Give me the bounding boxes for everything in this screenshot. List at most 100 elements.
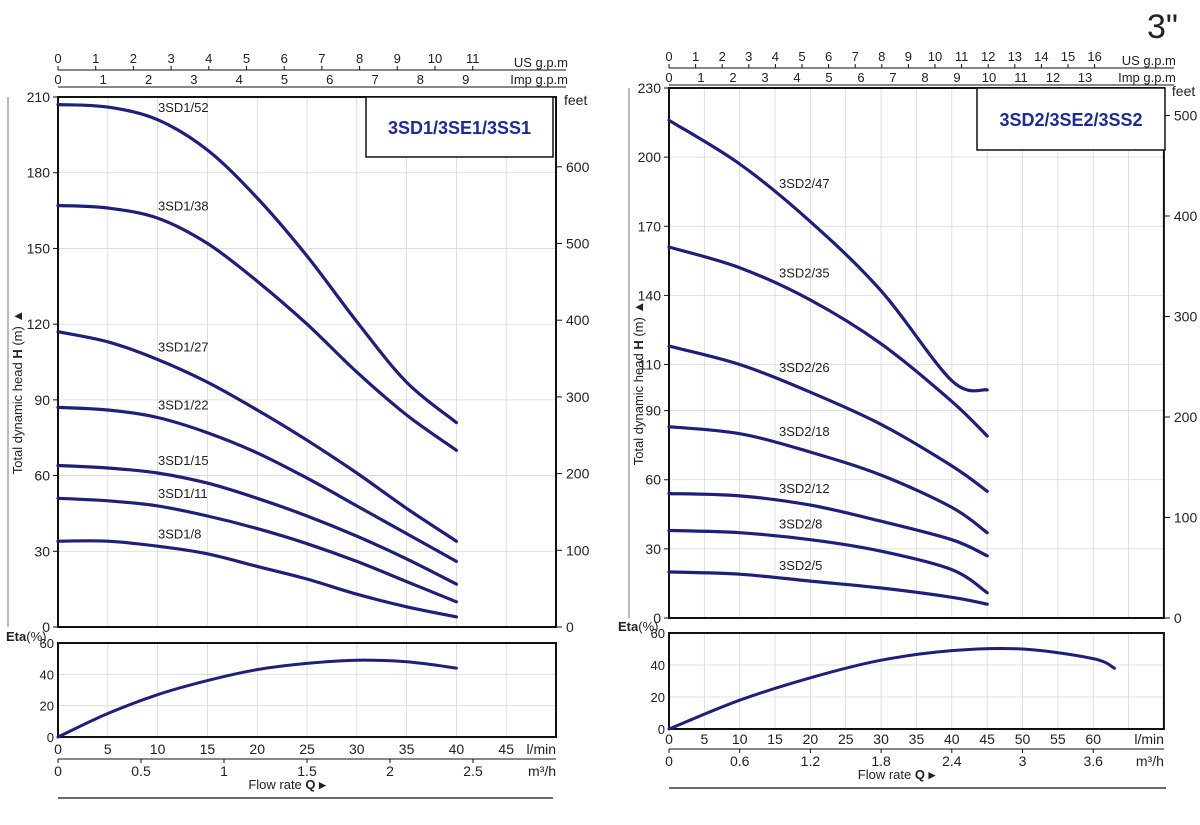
flow-tick-label: 30 — [349, 741, 365, 757]
grid — [57, 96, 557, 738]
flow-axis-title-prefix: Flow rate — [858, 767, 915, 782]
head-plot-frame — [57, 96, 557, 628]
eta-axis-title-unit: (%) — [26, 629, 46, 644]
curve-label: 3SD1/8 — [158, 526, 201, 541]
feet-tick-label: 0 — [1174, 610, 1182, 626]
curve-3SD2-47 — [667, 118, 989, 393]
us-gpm-tick-label: 8 — [878, 49, 885, 64]
head-tick-label: 60 — [34, 468, 50, 484]
us-gpm-tick-label: 4 — [772, 49, 779, 64]
head-tick-label: 140 — [638, 287, 662, 303]
curve-3SD2-26 — [667, 344, 989, 493]
m3h-tick-label: 1 — [220, 763, 228, 779]
flow-tick-label: 50 — [1015, 731, 1031, 747]
head-tick-label: 90 — [34, 392, 50, 408]
m3h-tick-label: 2.4 — [942, 753, 962, 769]
flow-tick-label: 5 — [104, 741, 112, 757]
imp-gpm-axis-label: Imp g.p.m — [510, 72, 568, 87]
feet-tick-label: 500 — [1174, 108, 1198, 124]
imp-gpm-tick-label: 2 — [145, 72, 152, 87]
flow-tick-label: 10 — [150, 741, 166, 757]
eta-tick-label: 40 — [651, 658, 665, 673]
us-gpm-axis-label: US g.p.m — [1122, 53, 1176, 68]
imp-gpm-tick-label: 3 — [190, 72, 197, 87]
head-tick-label: 180 — [27, 165, 51, 181]
us-gpm-tick-label: 6 — [825, 49, 832, 64]
flow-tick-label: 25 — [299, 741, 315, 757]
curve-3SD1-22 — [56, 405, 458, 563]
imp-gpm-axis-label: Imp g.p.m — [1118, 70, 1176, 85]
head-tick-label: 30 — [34, 543, 50, 559]
flow-tick-label: 20 — [803, 731, 819, 747]
head-tick-label: 120 — [27, 316, 51, 332]
flow-tick-label: 15 — [767, 731, 783, 747]
us-gpm-tick-label: 6 — [281, 51, 288, 66]
eta-axis-title: Eta(%) — [618, 619, 658, 634]
efficiency-curve — [667, 646, 1116, 731]
imp-gpm-tick-label: 0 — [54, 72, 61, 87]
curve-3SD2-18 — [667, 425, 989, 535]
eta-tick-label: 60 — [651, 626, 665, 641]
flow-tick-label: 30 — [873, 731, 889, 747]
feet-axis-label: feet — [564, 92, 587, 108]
imp-gpm-tick-label: 4 — [236, 72, 243, 87]
us-gpm-tick-label: 9 — [905, 49, 912, 64]
flow-tick-label: 35 — [399, 741, 415, 757]
head-tick-label: 0 — [653, 610, 661, 626]
us-gpm-tick-label: 1 — [92, 51, 99, 66]
curve-label: 3SD2/5 — [779, 558, 822, 573]
curve-label: 3SD1/11 — [158, 486, 208, 501]
curve-label: 3SD2/8 — [779, 517, 822, 532]
head-tick-label: 90 — [645, 403, 661, 419]
us-gpm-tick-label: 15 — [1061, 49, 1075, 64]
m3h-tick-label: 3 — [1019, 753, 1027, 769]
imp-gpm-tick-label: 4 — [793, 70, 800, 85]
head-tick-label: 30 — [645, 541, 661, 557]
curve-3SD1-27 — [56, 330, 458, 543]
imp-gpm-tick-label: 7 — [889, 70, 896, 85]
head-axis-title-unit: (m) ▲ — [631, 301, 646, 341]
head-axis-title-unit: (m) ▲ — [10, 310, 25, 350]
us-gpm-tick-label: 13 — [1008, 49, 1022, 64]
us-gpm-tick-label: 16 — [1087, 49, 1101, 64]
us-gpm-tick-label: 3 — [167, 51, 174, 66]
curve-3SD2-8 — [667, 528, 989, 595]
imp-gpm-tick-label: 6 — [326, 72, 333, 87]
flow-tick-label: 20 — [249, 741, 265, 757]
feet-tick-label: 400 — [1174, 208, 1198, 224]
us-gpm-tick-label: 5 — [798, 49, 805, 64]
head-tick-label: 210 — [27, 89, 51, 105]
imp-gpm-tick-label: 8 — [417, 72, 424, 87]
head-axis-title: Total dynamic head H (m) ▲ — [631, 301, 646, 466]
curve-3SD1-15 — [56, 463, 458, 586]
flow-axis-title-symbol: Q ▸ — [915, 767, 937, 782]
feet-tick-label: 300 — [1174, 309, 1198, 325]
curve-3SD2-12 — [667, 492, 989, 558]
us-gpm-tick-label: 8 — [356, 51, 363, 66]
efficiency-curve — [56, 658, 458, 739]
imp-gpm-tick-label: 8 — [921, 70, 928, 85]
imp-gpm-tick-label: 0 — [665, 70, 672, 85]
feet-tick-label: 200 — [1174, 409, 1198, 425]
eta-tick-label: 20 — [651, 690, 665, 705]
us-gpm-tick-label: 14 — [1034, 49, 1048, 64]
m3h-tick-label: 2 — [386, 763, 394, 779]
eta-tick-label: 40 — [40, 667, 54, 682]
flow-tick-label: 45 — [979, 731, 995, 747]
imp-gpm-tick-label: 12 — [1046, 70, 1060, 85]
us-gpm-tick-label: 7 — [852, 49, 859, 64]
curve-label: 3SD1/15 — [158, 453, 209, 468]
us-gpm-tick-label: 11 — [955, 49, 969, 64]
curve-3SD1-52 — [56, 103, 458, 425]
eta-plot-frame — [668, 632, 1165, 730]
feet-tick-label: 600 — [566, 159, 590, 175]
curve-3SD1-8 — [56, 539, 458, 619]
head-axis-title-prefix: Total dynamic head — [631, 350, 646, 466]
m3h-tick-label: 0.6 — [730, 753, 750, 769]
m3h-tick-label: 1.5 — [297, 763, 317, 779]
imp-gpm-tick-label: 5 — [281, 72, 288, 87]
flow-axis-title-prefix: Flow rate — [248, 777, 305, 792]
head-tick-label: 170 — [638, 218, 662, 234]
m3h-axis-label: m³/h — [1136, 753, 1164, 769]
